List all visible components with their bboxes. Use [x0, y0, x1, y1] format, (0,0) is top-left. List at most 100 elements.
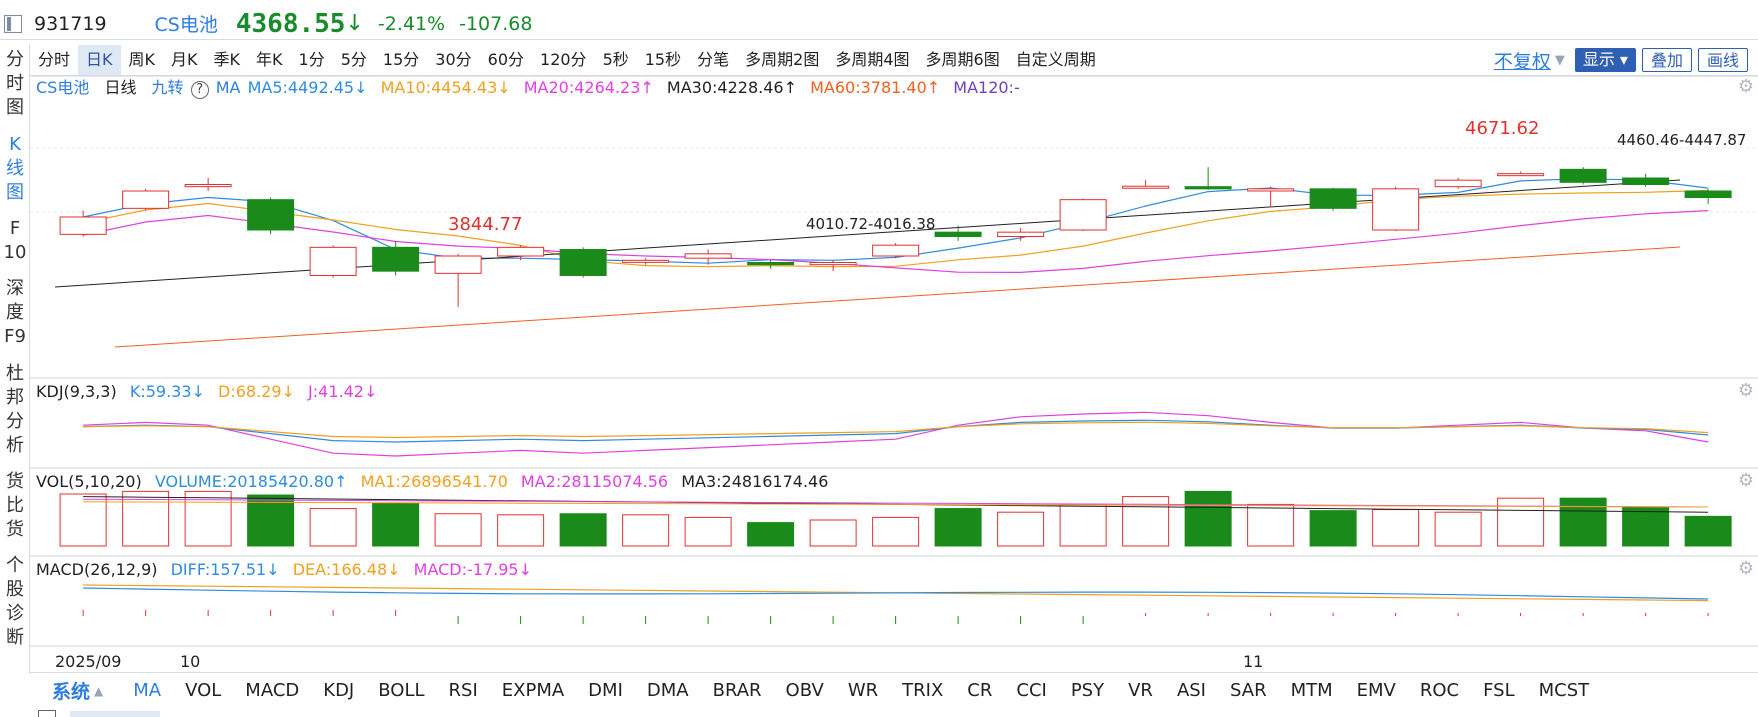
panel-toggle-icon[interactable]	[4, 14, 22, 33]
legend-jiuzhuan[interactable]: 九转	[151, 78, 184, 97]
sidebar-char[interactable]: 图	[6, 182, 24, 203]
legend-ma[interactable]: MA	[215, 78, 241, 97]
period-tab[interactable]: 120分	[540, 49, 587, 69]
macd-settings-gear-icon[interactable]: ⚙	[1737, 558, 1754, 579]
overlay-button[interactable]: 叠加	[1641, 48, 1692, 72]
sidebar-char[interactable]: K	[9, 134, 21, 155]
indicator-tab[interactable]: SAR	[1230, 680, 1267, 701]
indicator-bar: 系统 ▲ MA VOL MACD KDJ BOLL RSI EXPMA DMI DMA BRAR O…	[30, 672, 1758, 708]
indicator-tab[interactable]: MCST	[1538, 680, 1590, 701]
period-tab[interactable]: 分时	[38, 49, 71, 69]
indicator-tab[interactable]: EMV	[1356, 680, 1396, 701]
chevron-up-icon[interactable]: ▲	[94, 683, 104, 698]
period-tab[interactable]: 15秒	[644, 49, 682, 69]
period-tab[interactable]: 60分	[487, 49, 525, 69]
fuquan-select[interactable]: 不复权	[1493, 50, 1551, 73]
indicator-tab[interactable]: RSI	[448, 680, 478, 701]
chevron-down-icon[interactable]: ▼	[1554, 52, 1565, 68]
period-tab[interactable]: 15分	[382, 49, 420, 69]
system-indicator-select[interactable]: 系统	[52, 681, 91, 703]
volume-bar	[747, 522, 795, 547]
candle-body	[1559, 168, 1607, 183]
indicator-tab[interactable]: EXPMA	[501, 680, 565, 701]
period-tab[interactable]: 30分	[435, 49, 472, 69]
indicator-tab[interactable]: PSY	[1070, 680, 1105, 701]
period-tab[interactable]: 分笔	[697, 49, 730, 69]
sidebar-char[interactable]: F9	[4, 326, 26, 347]
strip-checkbox-icon[interactable]	[38, 710, 56, 717]
indicator-tab[interactable]: ROC	[1419, 680, 1460, 701]
sidebar-char[interactable]: 货	[6, 471, 24, 492]
sidebar-char[interactable]: 比	[6, 495, 24, 516]
indicator-tab[interactable]: DMA	[646, 680, 689, 701]
sidebar-char[interactable]: 线	[6, 158, 24, 179]
indicator-tab[interactable]: VR	[1128, 680, 1153, 701]
period-tab[interactable]: 1分	[298, 49, 325, 69]
candle-body	[122, 190, 170, 209]
indicator-tab[interactable]: TRIX	[902, 680, 944, 701]
vol-settings-gear-icon[interactable]: ⚙	[1737, 470, 1754, 491]
sidebar-char[interactable]: 杜	[6, 363, 24, 384]
low-price-label: 3844.77	[448, 214, 523, 235]
display-button[interactable]: 显示 ▾	[1574, 48, 1636, 72]
sidebar-char[interactable]: 时	[6, 73, 24, 94]
candle-body	[1184, 186, 1232, 190]
period-tab[interactable]: 日K	[78, 44, 121, 75]
period-tab[interactable]: 5秒	[602, 49, 629, 69]
sidebar-char[interactable]: 货	[6, 519, 24, 540]
indicator-tab[interactable]: BRAR	[712, 680, 762, 701]
kdj-k: K:59.33↓	[129, 382, 205, 401]
candle-body	[934, 231, 982, 238]
period-tab[interactable]: 多周期2图	[745, 49, 820, 69]
sidebar-char[interactable]: 分	[6, 411, 24, 432]
sidebar-char[interactable]: 个	[6, 555, 24, 576]
indicator-tab[interactable]: DMI	[588, 680, 623, 701]
period-tab[interactable]: 季K	[213, 49, 241, 69]
draw-line-button[interactable]: 画线	[1697, 48, 1748, 72]
sidebar-char[interactable]: 邦	[6, 387, 24, 408]
sidebar-char[interactable]: 断	[6, 627, 24, 648]
period-tab[interactable]: 多周期4图	[835, 49, 910, 69]
indicator-tab[interactable]: BOLL	[378, 680, 425, 701]
change-percent: -2.41%	[377, 12, 446, 35]
volume-bar	[1684, 515, 1732, 547]
period-tab[interactable]: 多周期6图	[925, 49, 1000, 69]
indicator-tab[interactable]: ASI	[1176, 680, 1206, 701]
candle-body	[184, 184, 232, 188]
volume-bar	[684, 516, 732, 547]
kdj-settings-gear-icon[interactable]: ⚙	[1737, 380, 1754, 401]
indicator-tab[interactable]: KDJ	[323, 680, 355, 701]
sidebar-char[interactable]: 图	[6, 97, 24, 118]
sidebar-char[interactable]: 10	[3, 242, 27, 263]
volume-bar	[434, 513, 482, 547]
sidebar-char[interactable]: 分	[6, 49, 24, 70]
sidebar-char[interactable]: 深	[6, 278, 24, 299]
period-tab[interactable]: 年K	[256, 49, 283, 69]
sidebar-char[interactable]: 度	[6, 302, 24, 323]
period-tab[interactable]: 周K	[128, 49, 156, 69]
indicator-tab[interactable]: WR	[847, 680, 879, 701]
candle-body	[1059, 199, 1107, 231]
sidebar-char[interactable]: 股	[6, 579, 24, 600]
indicator-tab[interactable]: MACD	[245, 680, 300, 701]
sidebar-char[interactable]: F	[9, 218, 21, 239]
indicator-tab[interactable]: MA	[133, 680, 162, 701]
stock-name[interactable]: CS电池	[154, 14, 218, 36]
period-tab[interactable]: 月K	[171, 49, 198, 69]
period-tab[interactable]: 自定义周期	[1015, 49, 1096, 69]
sidebar-char[interactable]: 析	[6, 435, 24, 456]
indicator-tab[interactable]: CCI	[1016, 680, 1047, 701]
indicator-tab[interactable]: FSL	[1483, 680, 1515, 701]
macd-legend: MACD(26,12,9) DIFF:157.51↓ DEA:166.48↓ M…	[36, 560, 534, 580]
indicator-tab[interactable]: MTM	[1290, 680, 1333, 701]
strip-tab[interactable]	[70, 711, 160, 717]
indicator-tab[interactable]: VOL	[185, 680, 222, 701]
sidebar-char[interactable]: 诊	[6, 603, 24, 624]
main-settings-gear-icon[interactable]: ⚙	[1737, 76, 1754, 97]
legend-ma60: MA60:3781.40↑	[810, 78, 941, 97]
period-tab[interactable]: 5分	[340, 49, 367, 69]
indicator-tab[interactable]: OBV	[785, 680, 824, 701]
indicator-tab[interactable]: CR	[967, 680, 993, 701]
help-icon[interactable]: ?	[190, 81, 209, 99]
